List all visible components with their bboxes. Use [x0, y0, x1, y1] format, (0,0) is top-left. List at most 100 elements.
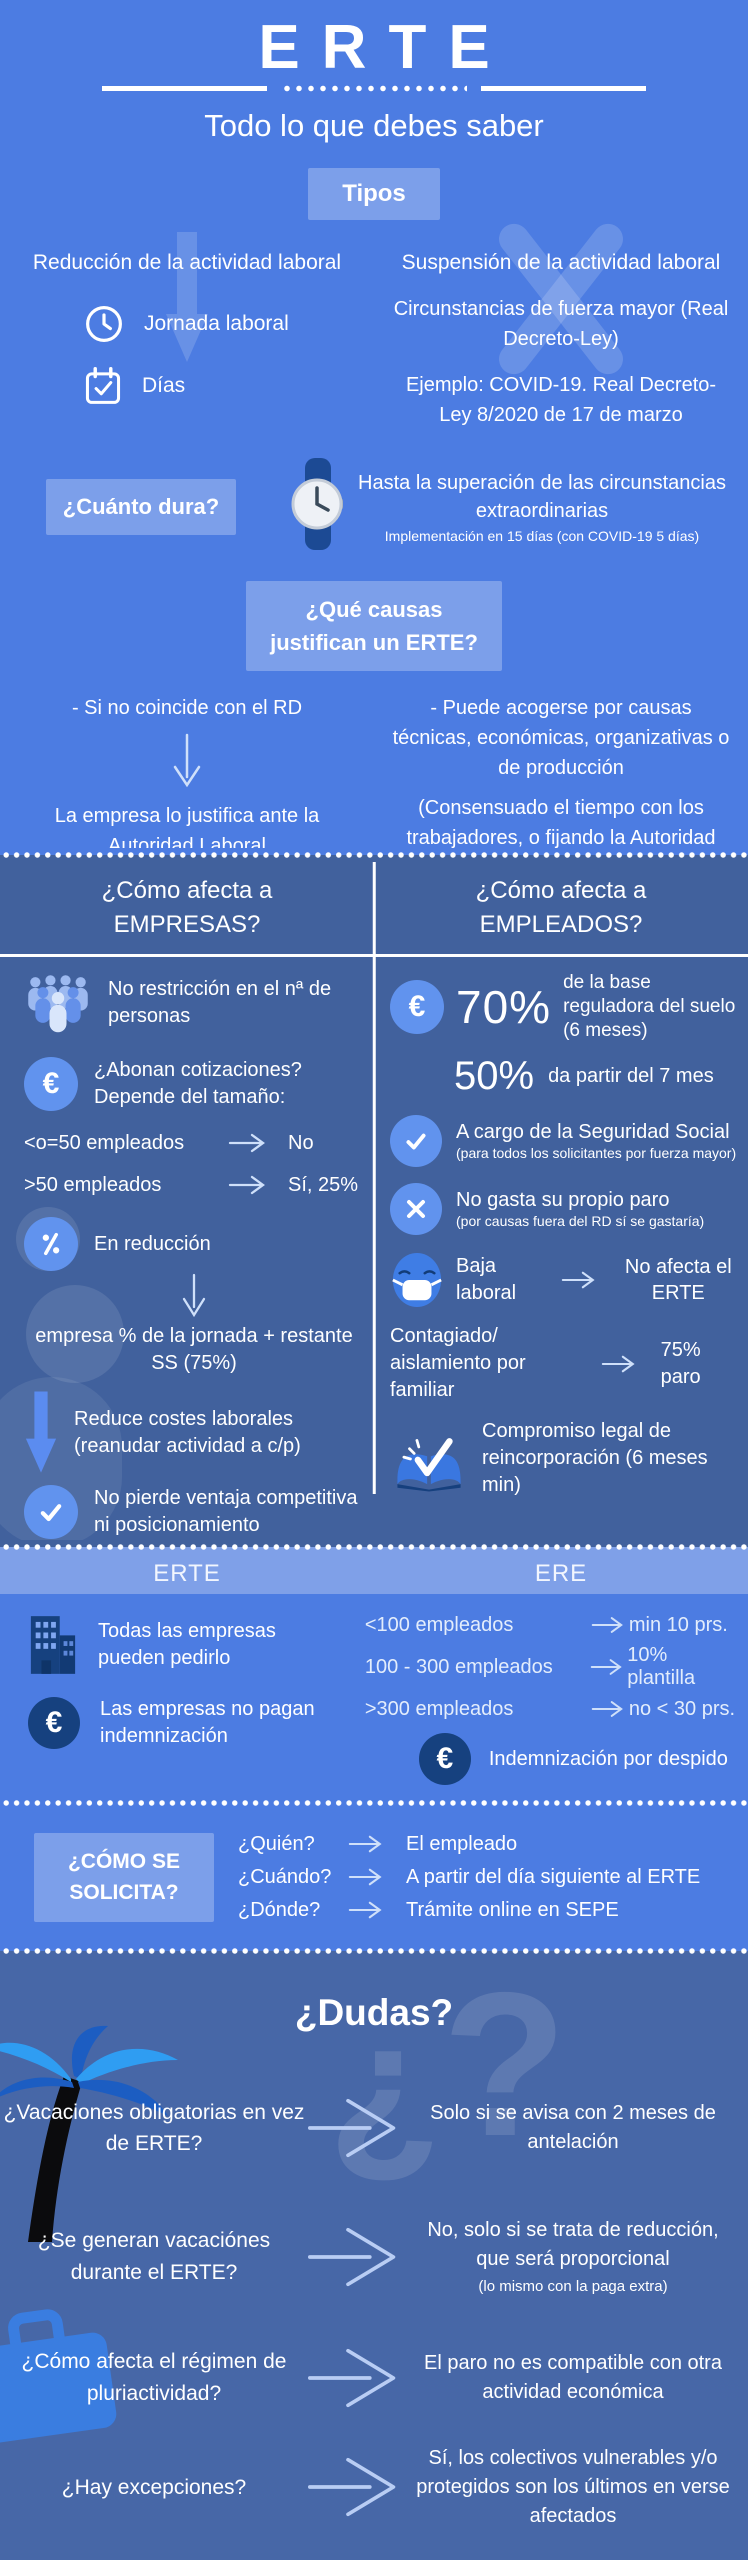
- empresas-costes-row: Reduce costes laborales (reanudar activi…: [24, 1391, 364, 1475]
- faded-down-arrow-icon: [166, 232, 208, 362]
- faded-person-shape: [26, 1285, 124, 1384]
- erte-column-label: ERTE: [153, 1560, 221, 1587]
- check-icon: [390, 1115, 442, 1168]
- rule-value: 10% plantilla: [627, 1644, 696, 1689]
- section-dudas: ¿ ? ¿Dudas? ¿Vacaciones obligatorias en …: [0, 1958, 748, 2560]
- solicita-rows: ¿Quién? El empleado ¿Cuándo? A partir de…: [238, 1832, 700, 1922]
- ere-rule-row: 100 - 300 empleados 10% plantilla: [365, 1644, 740, 1690]
- section-solicita: ¿CÓMO SE SOLICITA? ¿Quién? El empleado ¿…: [0, 1810, 748, 1944]
- euro-icon: €: [28, 1697, 80, 1749]
- contagiado-value: 75% paro: [660, 1338, 701, 1388]
- empresas-ventaja-text: No pierde ventaja competitiva ni posicio…: [94, 1487, 358, 1537]
- solicita-row: ¿Dónde? Trámite online en SEPE: [238, 1898, 700, 1922]
- faded-question-mark-icon: ?: [442, 1958, 568, 2179]
- suspension-body: Circunstancias de fuerza mayor (Real Dec…: [393, 298, 729, 351]
- list-item: Jornada laboral: [84, 304, 362, 344]
- empresas-costes-text: Reduce costes laborales (reanudar activi…: [74, 1408, 301, 1458]
- dudas-answer: El paro no es compatible con otra activi…: [424, 2351, 722, 2403]
- section-intro: ERTE Todo lo que debes saber Tipos Reduc…: [0, 0, 748, 848]
- thin-right-arrow-icon: [591, 1617, 623, 1633]
- empresas-rule-row: >50 empleados Sí, 25%: [24, 1173, 364, 1197]
- empresas-restriccion-row: No restricción en el nª de personas: [24, 973, 364, 1033]
- ere-rule-row: >300 empleados no < 30 prs.: [365, 1697, 740, 1721]
- thin-down-arrow-icon: [173, 734, 201, 788]
- big-right-arrow-icon: [308, 2098, 396, 2158]
- solicita-row: ¿Quién? El empleado: [238, 1832, 700, 1856]
- paro-text: No gasta su propio paro: [456, 1189, 670, 1212]
- solicita-question: ¿Cuándo?: [238, 1865, 332, 1888]
- empresas-cotizaciones-row: € ¿Abonan cotizaciones? Depende del tama…: [24, 1057, 364, 1112]
- rule-value: min 10 prs.: [628, 1613, 728, 1636]
- empleados-contagiado-row: Contagiado/ aislamiento por familiar 75%…: [390, 1323, 744, 1404]
- building-icon: [30, 1616, 76, 1674]
- solicita-question: ¿Dónde?: [238, 1898, 321, 1921]
- empresas-rule-row: <o=50 empleados No: [24, 1131, 364, 1155]
- empresas-cotizaciones-text: ¿Abonan cotizaciones? Depende del tamaño…: [94, 1059, 302, 1109]
- erte-item-text: Las empresas no pagan indemnización: [100, 1698, 315, 1747]
- list-item-label: Días: [142, 374, 186, 398]
- rule-value: no < 30 prs.: [628, 1697, 736, 1720]
- rule-label: <100 empleados: [364, 1613, 514, 1636]
- duracion-main: Hasta la superación de las circunstancia…: [358, 472, 726, 523]
- thin-right-arrow-icon: [348, 1901, 382, 1919]
- cuanto-dura-badge: ¿Cuánto dura?: [46, 478, 236, 535]
- causas-columns: - Si no coincide con el RD La empresa lo…: [0, 683, 748, 848]
- empleados-paro-row: No gasta su propio paro (por causas fuer…: [390, 1183, 744, 1236]
- reduccion-heading: Reducción de la actividad laboral: [32, 251, 342, 274]
- contagiado-label: Contagiado/ aislamiento por familiar: [390, 1325, 526, 1402]
- big-right-arrow-icon: [308, 2348, 396, 2407]
- empresas-heading: ¿Cómo afecta a EMPRESAS?: [101, 877, 273, 938]
- tipos-suspension-column: Suspensión de la actividad laboral Circu…: [374, 223, 748, 430]
- dudas-answer: Sí, los colectivos vulnerables y/o prote…: [416, 2446, 730, 2527]
- dudas-row: ¿Hay excepciones? Sí, los colectivos vul…: [0, 2444, 748, 2531]
- rule-value: No: [288, 1131, 314, 1154]
- dudas-answer: Solo si se avisa con 2 meses de antelaci…: [430, 2102, 716, 2153]
- thin-right-arrow-icon: [228, 1134, 265, 1153]
- empleados-baja-row: Baja laboral No afecta el ERTE: [390, 1251, 744, 1309]
- thin-right-arrow-icon: [348, 1835, 382, 1853]
- book-check-icon: [397, 1438, 461, 1492]
- empresas-restriccion-text: No restricción en el nª de personas: [108, 978, 332, 1028]
- solicita-answer: El empleado: [406, 1832, 518, 1855]
- afecta-body: No restricción en el nª de personas € ¿A…: [0, 957, 748, 1540]
- euro-icon: €: [390, 979, 444, 1034]
- solicita-row: ¿Cuándo? A partir del día siguiente al E…: [238, 1865, 700, 1889]
- tipos-columns: Reducción de la actividad laboral Jornad…: [0, 223, 748, 430]
- rule-label: >300 empleados: [364, 1697, 514, 1720]
- percent-50-text: da partir del 7 mes: [548, 1065, 714, 1088]
- dotted-divider: [0, 1944, 748, 1958]
- causas-left: - Si no coincide con el RD La empresa lo…: [0, 683, 374, 848]
- seguridad-text: A cargo de la Seguridad Social: [456, 1121, 730, 1144]
- percent-70: 70%: [456, 980, 552, 1033]
- rule-label: <o=50 empleados: [24, 1131, 185, 1154]
- calendar-icon: [85, 367, 121, 405]
- palm-tree-icon: [0, 2025, 178, 2242]
- baja-label: Baja laboral: [456, 1255, 517, 1305]
- causas-left-line2: La empresa lo justifica ante la Autorida…: [54, 805, 320, 848]
- list-item: Días: [84, 366, 362, 406]
- clock-icon: [86, 306, 122, 343]
- seguridad-note: (para todos los solicitantes por fuerza …: [456, 1145, 737, 1162]
- seguridad-text-block: A cargo de la Seguridad Social (para tod…: [456, 1120, 736, 1162]
- reduccion-items: Jornada laboral Días: [12, 304, 362, 406]
- rule-label: 100 - 300 empleados: [364, 1655, 553, 1678]
- rule-line-right: [481, 86, 646, 91]
- rule-label: >50 empleados: [24, 1173, 162, 1196]
- dudas-question: ¿Vacaciones obligatorias en vez de ERTE?: [3, 2100, 305, 2156]
- page-subtitle: Todo lo que debes saber: [204, 108, 544, 143]
- empleados-column: € 70% de la base reguladora del suelo (6…: [374, 957, 748, 1539]
- empresas-reduccion-row: En reducción: [24, 1217, 364, 1272]
- como-se-solicita-badge: ¿CÓMO SE SOLICITA?: [34, 1832, 214, 1922]
- ere-column-label: ERE: [534, 1560, 588, 1587]
- tipos-reduccion-column: Reducción de la actividad laboral Jornad…: [0, 232, 374, 430]
- dudas-answer-note: (lo mismo con la paga extra): [478, 2278, 668, 2295]
- causas-right-line1: - Puede acogerse por causas técnicas, ec…: [392, 697, 730, 780]
- big-right-arrow-icon: [308, 2458, 396, 2517]
- briefcase-icon: [0, 2309, 117, 2444]
- section-como-afecta: ¿Cómo afecta a EMPRESAS? ¿Cómo afecta a …: [0, 862, 748, 1540]
- thin-right-arrow-icon: [591, 1701, 623, 1717]
- watch-icon: [290, 458, 344, 555]
- list-item-label: Jornada laboral: [144, 312, 289, 336]
- percent-70-text: de la base reguladora del suelo (6 meses…: [563, 972, 736, 1041]
- duracion-row: ¿Cuánto dura? Hasta la superación de las…: [0, 458, 748, 555]
